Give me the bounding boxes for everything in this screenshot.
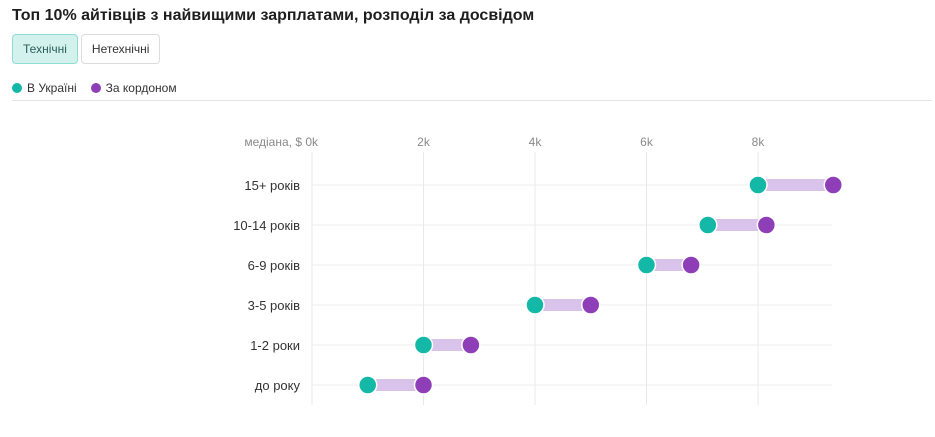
legend-swatch-ukraine	[12, 83, 22, 93]
legend-label-abroad: За кордоном	[105, 81, 177, 95]
legend-swatch-abroad	[90, 83, 101, 93]
category-tabs: Технічні Нетехнічні	[12, 34, 163, 64]
tab-non-technical[interactable]: Нетехнічні	[80, 34, 161, 64]
ukraine-point[interactable]	[358, 375, 378, 395]
abroad-point[interactable]	[581, 295, 601, 315]
chart-title: Топ 10% айтівців з найвищими зарплатами,…	[12, 7, 535, 24]
abroad-point[interactable]	[413, 375, 434, 395]
category-label: 3-5 років	[248, 298, 300, 313]
ukraine-point[interactable]	[748, 175, 768, 195]
ukraine-point[interactable]	[525, 295, 545, 315]
abroad-point[interactable]	[756, 215, 777, 235]
x-tick-label: 2k	[417, 135, 431, 149]
legend-item-abroad[interactable]: За кордоном	[90, 81, 177, 95]
abroad-point[interactable]	[461, 335, 481, 355]
ukraine-point[interactable]	[698, 215, 718, 235]
header-divider	[12, 100, 932, 101]
legend-label-ukraine: В Україні	[27, 81, 77, 95]
abroad-point[interactable]	[681, 255, 701, 275]
tab-technical[interactable]: Технічні	[12, 34, 78, 64]
ukraine-point[interactable]	[413, 335, 434, 355]
category-label: до року	[255, 378, 301, 393]
category-label: 6-9 років	[248, 258, 300, 273]
category-label: 1-2 роки	[250, 338, 300, 353]
x-tick-label: медіана, $ 0k	[244, 135, 319, 149]
category-label: 10-14 років	[233, 218, 300, 233]
abroad-point[interactable]	[823, 175, 844, 195]
x-tick-label: 8k	[752, 135, 766, 149]
x-tick-label: 6k	[640, 135, 654, 149]
ukraine-point[interactable]	[636, 255, 657, 275]
x-tick-label: 4k	[529, 135, 543, 149]
legend-item-ukraine[interactable]: В Україні	[12, 81, 77, 95]
category-label: 15+ років	[244, 178, 300, 193]
chart-legend: В Україні За кордоном	[12, 81, 191, 95]
